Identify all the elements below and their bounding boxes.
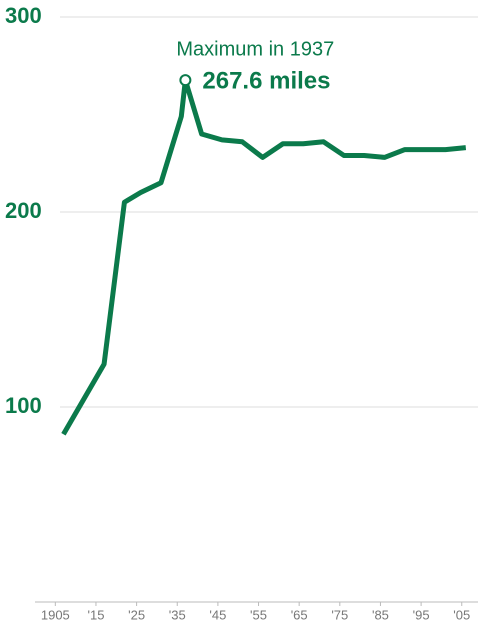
x-tick-label: '65 (291, 607, 308, 622)
x-tick-label: '75 (331, 607, 348, 622)
x-tick-label: '45 (209, 607, 226, 622)
x-tick-label: '25 (128, 607, 145, 622)
annotation-title: Maximum in 1937 (176, 38, 334, 60)
x-tick-label: '55 (250, 607, 267, 622)
x-tick-label: '95 (413, 607, 430, 622)
y-tick-label: 300 (5, 3, 42, 28)
x-tick-label: 1905 (41, 607, 70, 622)
x-tick-label: '35 (169, 607, 186, 622)
annotation-label: 267.6 miles (202, 68, 330, 95)
x-tick-label: '85 (372, 607, 389, 622)
line (61, 77, 467, 436)
y-tick-label: 200 (5, 198, 42, 223)
x-tick-label: '15 (87, 607, 104, 622)
max-marker (179, 74, 192, 87)
y-tick-label: 100 (5, 393, 42, 418)
x-tick-label: '05 (453, 607, 470, 622)
